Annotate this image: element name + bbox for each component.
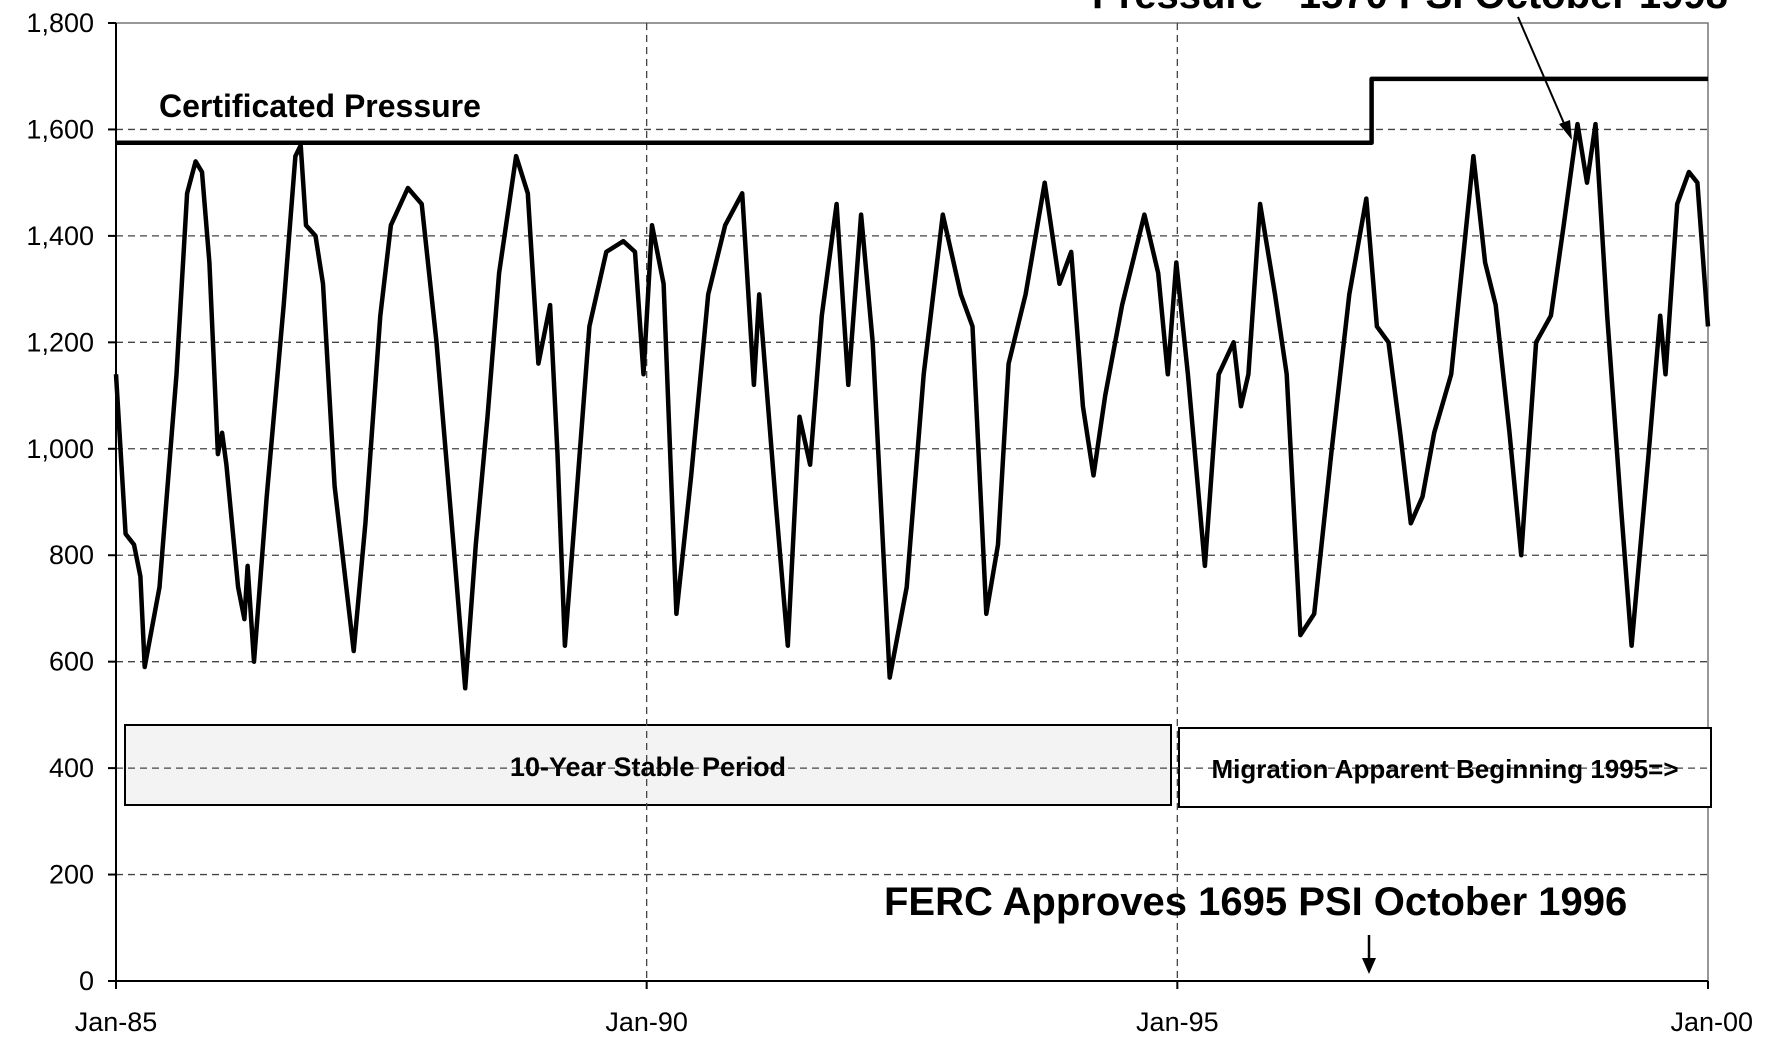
y-tick-label: 1,800: [26, 8, 94, 38]
pressure-arrow: [1517, 16, 1567, 129]
x-tick-label: Jan-00: [1670, 1007, 1753, 1037]
y-tick-label: 400: [49, 753, 94, 783]
series-line: [116, 76, 1708, 146]
stable-period-box: [124, 724, 1172, 806]
lines: [113, 76, 1711, 691]
y-tick-label: 1,400: [26, 221, 94, 251]
series-line: [113, 121, 1711, 691]
y-tick-label: 1,600: [26, 114, 94, 144]
y-tick-label: 1,200: [26, 327, 94, 357]
x-tick-label: Jan-90: [605, 1007, 688, 1037]
pressure-arrowhead: [1559, 120, 1572, 140]
stable-period-label: 10-Year Stable Period: [510, 752, 786, 782]
ferc-label: FERC Approves 1695 PSI October 1996: [884, 880, 1627, 924]
certificated-label: Certificated Pressure: [159, 88, 481, 124]
y-tick-label: 200: [49, 860, 94, 890]
migration-label: Migration Apparent Beginning 1995=>: [1211, 754, 1678, 784]
y-tick-label: 800: [49, 540, 94, 570]
y-tick-label: 0: [79, 966, 94, 996]
ferc-arrowhead: [1362, 958, 1376, 974]
pressure-label: Pressure - 1570 PSI October 1998: [1092, 0, 1728, 17]
x-tick-label: Jan-95: [1136, 1007, 1219, 1037]
y-tick-label: 600: [49, 647, 94, 677]
x-tick-label: Jan-85: [75, 1007, 158, 1037]
grid: [116, 23, 1708, 981]
y-tick-label: 1,000: [26, 434, 94, 464]
